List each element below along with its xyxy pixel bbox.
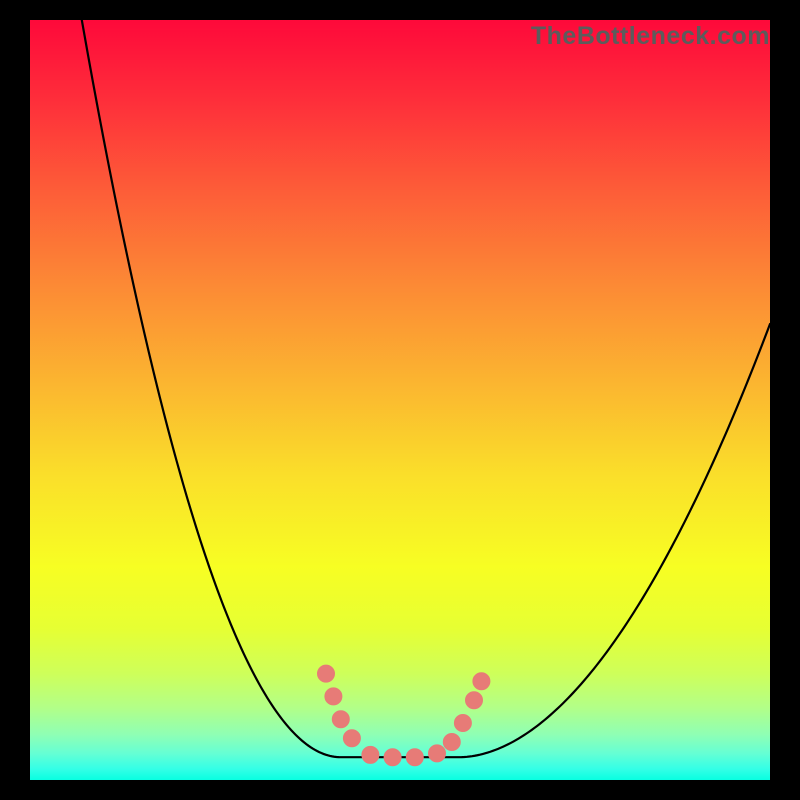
chart-frame: TheBottleneck.com bbox=[0, 0, 800, 800]
marker-dot bbox=[429, 745, 446, 762]
marker-dot bbox=[362, 746, 379, 763]
marker-dot bbox=[466, 692, 483, 709]
marker-dot bbox=[343, 730, 360, 747]
marker-dot bbox=[443, 734, 460, 751]
bottleneck-chart bbox=[30, 20, 770, 780]
gradient-background bbox=[30, 20, 770, 780]
marker-dot bbox=[325, 688, 342, 705]
marker-dot bbox=[473, 673, 490, 690]
marker-dot bbox=[384, 749, 401, 766]
watermark-text: TheBottleneck.com bbox=[531, 22, 770, 51]
marker-dot bbox=[406, 749, 423, 766]
marker-dot bbox=[318, 665, 335, 682]
marker-dot bbox=[332, 711, 349, 728]
marker-dot bbox=[454, 715, 471, 732]
